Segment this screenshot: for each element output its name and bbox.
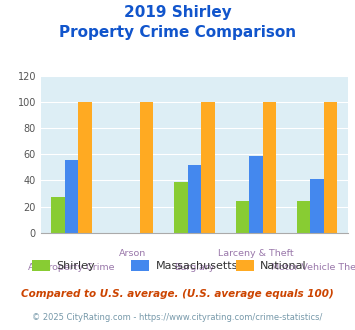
Bar <box>297 201 310 233</box>
Bar <box>78 102 92 233</box>
Text: © 2025 CityRating.com - https://www.cityrating.com/crime-statistics/: © 2025 CityRating.com - https://www.city… <box>32 313 323 322</box>
Text: Motor Vehicle Theft: Motor Vehicle Theft <box>271 263 355 272</box>
Text: 2019 Shirley: 2019 Shirley <box>124 5 231 20</box>
Bar <box>51 197 65 233</box>
Text: All Property Crime: All Property Crime <box>28 263 115 272</box>
Text: Shirley: Shirley <box>56 261 95 271</box>
Text: National: National <box>260 261 307 271</box>
Bar <box>201 102 215 233</box>
Text: Compared to U.S. average. (U.S. average equals 100): Compared to U.S. average. (U.S. average … <box>21 289 334 299</box>
Bar <box>249 155 263 233</box>
Text: Larceny & Theft: Larceny & Theft <box>218 249 294 258</box>
Text: Massachusetts: Massachusetts <box>155 261 238 271</box>
Bar <box>310 179 324 233</box>
Bar <box>140 102 153 233</box>
Bar <box>174 182 187 233</box>
Bar <box>263 102 276 233</box>
Text: Arson: Arson <box>119 249 147 258</box>
Bar <box>187 165 201 233</box>
Text: Property Crime Comparison: Property Crime Comparison <box>59 25 296 40</box>
Bar <box>235 201 249 233</box>
Bar <box>65 159 78 233</box>
Bar <box>324 102 338 233</box>
Text: Burglary: Burglary <box>174 263 214 272</box>
